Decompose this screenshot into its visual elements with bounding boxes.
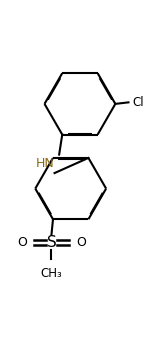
Text: O: O — [17, 236, 27, 249]
Text: Cl: Cl — [132, 96, 144, 109]
Text: O: O — [76, 236, 86, 249]
Text: S: S — [47, 235, 56, 250]
Text: CH₃: CH₃ — [40, 267, 62, 280]
Text: HN: HN — [36, 157, 55, 170]
